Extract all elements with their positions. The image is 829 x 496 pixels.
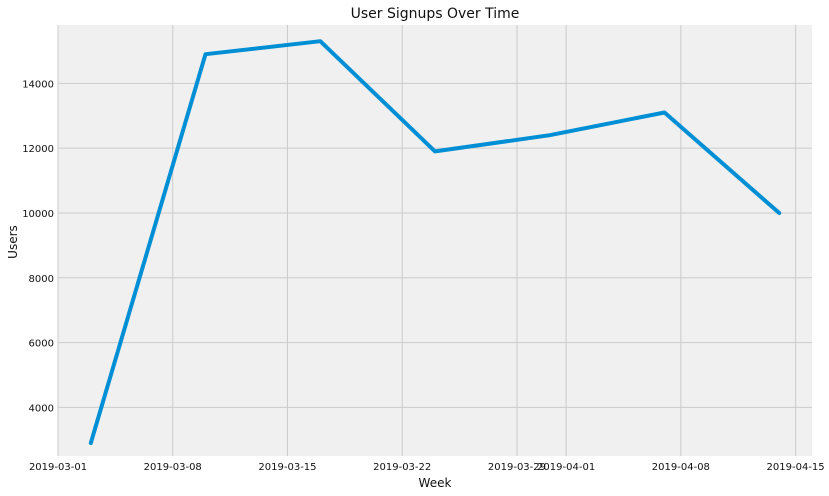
y-tick-label: 10000 [22,209,54,220]
x-axis-label: Week [419,476,452,490]
x-tick-label: 2019-03-15 [258,462,316,473]
x-tick-label: 2019-03-01 [29,462,87,473]
chart-title: User Signups Over Time [351,6,520,22]
x-tick-label: 2019-03-08 [144,462,202,473]
series-layer [88,39,782,445]
y-tick-label: 4000 [29,403,54,414]
x-tick-label: 2019-04-01 [537,462,595,473]
x-tick-label: 2019-03-22 [373,462,431,473]
y-tick-label: 14000 [22,79,54,90]
y-tick-label: 6000 [29,339,54,350]
plot-area [58,25,812,456]
y-tick-label: 8000 [29,274,54,285]
y-tick-label: 12000 [22,144,54,155]
grid [57,25,812,456]
x-tick-label: 2019-03-29 [488,462,546,473]
x-tick-label: 2019-04-08 [652,462,710,473]
y-axis-label: Users [6,225,20,259]
tick-labels: 4000 6000 8000 10000 12000 14000 2019-03-01 201… [22,79,824,473]
x-tick-label: 2019-04-15 [767,462,825,473]
